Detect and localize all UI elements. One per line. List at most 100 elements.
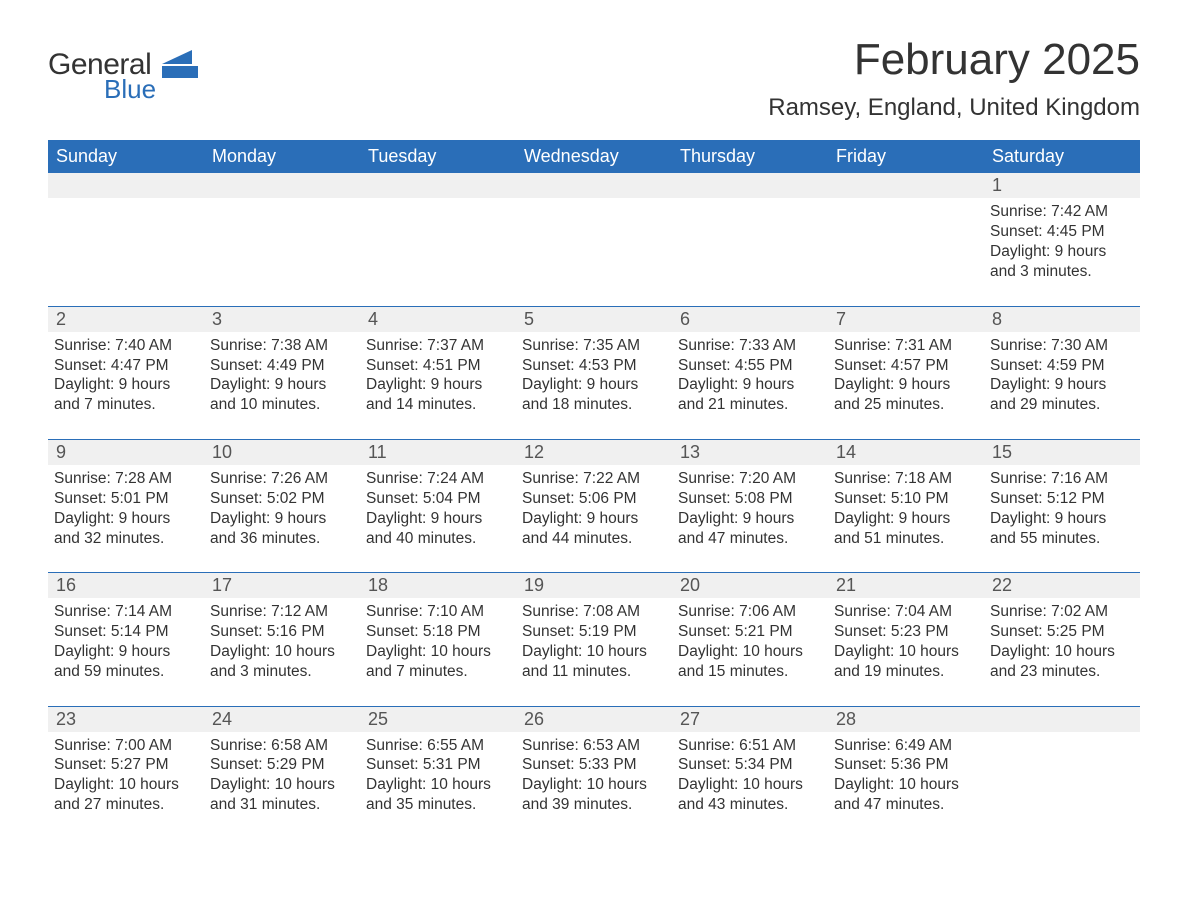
day-sunrise: Sunrise: 7:26 AM <box>210 469 346 489</box>
day-number: 26 <box>516 707 672 732</box>
day-sunset: Sunset: 5:16 PM <box>210 622 346 642</box>
weekday-thursday: Thursday <box>672 140 828 173</box>
day-number: 17 <box>204 573 360 598</box>
day-detail: Sunrise: 6:53 AMSunset: 5:33 PMDaylight:… <box>516 732 672 833</box>
day-d2: and 10 minutes. <box>210 395 346 415</box>
day-sunset: Sunset: 5:25 PM <box>990 622 1126 642</box>
day-number: 19 <box>516 573 672 598</box>
logo-text: General Blue <box>48 50 156 102</box>
day-d2: and 14 minutes. <box>366 395 502 415</box>
day-detail: Sunrise: 7:20 AMSunset: 5:08 PMDaylight:… <box>672 465 828 566</box>
day-sunset: Sunset: 5:34 PM <box>678 755 814 775</box>
day-sunset: Sunset: 5:29 PM <box>210 755 346 775</box>
day-sunset: Sunset: 5:31 PM <box>366 755 502 775</box>
day-number <box>672 173 828 198</box>
day-sunrise: Sunrise: 7:16 AM <box>990 469 1126 489</box>
day-sunset: Sunset: 4:45 PM <box>990 222 1126 242</box>
day-sunset: Sunset: 5:19 PM <box>522 622 658 642</box>
day-sunset: Sunset: 5:27 PM <box>54 755 190 775</box>
weekday-header: Sunday Monday Tuesday Wednesday Thursday… <box>48 140 1140 173</box>
day-detail: Sunrise: 7:16 AMSunset: 5:12 PMDaylight:… <box>984 465 1140 566</box>
day-detail: Sunrise: 7:22 AMSunset: 5:06 PMDaylight:… <box>516 465 672 566</box>
day-number: 6 <box>672 307 828 332</box>
day-number <box>516 173 672 198</box>
day-detail: Sunrise: 7:14 AMSunset: 5:14 PMDaylight:… <box>48 598 204 699</box>
day-sunset: Sunset: 4:47 PM <box>54 356 190 376</box>
day-detail: Sunrise: 7:10 AMSunset: 5:18 PMDaylight:… <box>360 598 516 699</box>
day-d2: and 51 minutes. <box>834 529 970 549</box>
day-sunset: Sunset: 4:49 PM <box>210 356 346 376</box>
day-number: 10 <box>204 440 360 465</box>
day-number: 16 <box>48 573 204 598</box>
day-detail: Sunrise: 7:33 AMSunset: 4:55 PMDaylight:… <box>672 332 828 433</box>
day-number: 8 <box>984 307 1140 332</box>
day-detail: Sunrise: 7:31 AMSunset: 4:57 PMDaylight:… <box>828 332 984 433</box>
day-number: 21 <box>828 573 984 598</box>
daynum-row: 232425262728 <box>48 706 1140 732</box>
day-number <box>48 173 204 198</box>
day-detail: Sunrise: 7:37 AMSunset: 4:51 PMDaylight:… <box>360 332 516 433</box>
day-d2: and 3 minutes. <box>210 662 346 682</box>
day-sunset: Sunset: 5:06 PM <box>522 489 658 509</box>
day-number: 27 <box>672 707 828 732</box>
page-title: February 2025 <box>768 36 1140 84</box>
day-sunrise: Sunrise: 7:24 AM <box>366 469 502 489</box>
day-d2: and 7 minutes. <box>54 395 190 415</box>
day-sunrise: Sunrise: 7:30 AM <box>990 336 1126 356</box>
weekday-wednesday: Wednesday <box>516 140 672 173</box>
day-number: 11 <box>360 440 516 465</box>
day-sunset: Sunset: 5:12 PM <box>990 489 1126 509</box>
day-d1: Daylight: 10 hours <box>522 775 658 795</box>
day-detail: Sunrise: 7:00 AMSunset: 5:27 PMDaylight:… <box>48 732 204 833</box>
day-sunrise: Sunrise: 7:33 AM <box>678 336 814 356</box>
day-detail <box>672 198 828 299</box>
day-detail: Sunrise: 6:58 AMSunset: 5:29 PMDaylight:… <box>204 732 360 833</box>
day-sunrise: Sunrise: 7:31 AM <box>834 336 970 356</box>
day-number: 28 <box>828 707 984 732</box>
day-number: 18 <box>360 573 516 598</box>
day-detail: Sunrise: 7:38 AMSunset: 4:49 PMDaylight:… <box>204 332 360 433</box>
day-d2: and 55 minutes. <box>990 529 1126 549</box>
day-number: 5 <box>516 307 672 332</box>
day-sunrise: Sunrise: 6:51 AM <box>678 736 814 756</box>
day-number <box>360 173 516 198</box>
day-number: 25 <box>360 707 516 732</box>
day-d1: Daylight: 9 hours <box>54 642 190 662</box>
day-detail: Sunrise: 7:08 AMSunset: 5:19 PMDaylight:… <box>516 598 672 699</box>
day-detail: Sunrise: 7:02 AMSunset: 5:25 PMDaylight:… <box>984 598 1140 699</box>
day-number: 3 <box>204 307 360 332</box>
day-detail: Sunrise: 6:51 AMSunset: 5:34 PMDaylight:… <box>672 732 828 833</box>
day-sunset: Sunset: 5:14 PM <box>54 622 190 642</box>
day-sunrise: Sunrise: 7:02 AM <box>990 602 1126 622</box>
day-sunset: Sunset: 5:04 PM <box>366 489 502 509</box>
day-number: 22 <box>984 573 1140 598</box>
day-detail: Sunrise: 7:30 AMSunset: 4:59 PMDaylight:… <box>984 332 1140 433</box>
weekday-friday: Friday <box>828 140 984 173</box>
day-d1: Daylight: 9 hours <box>522 375 658 395</box>
day-number: 23 <box>48 707 204 732</box>
day-d2: and 36 minutes. <box>210 529 346 549</box>
daynum-row: 1 <box>48 173 1140 198</box>
day-d1: Daylight: 10 hours <box>678 775 814 795</box>
day-d2: and 27 minutes. <box>54 795 190 815</box>
day-sunset: Sunset: 4:57 PM <box>834 356 970 376</box>
day-detail <box>204 198 360 299</box>
day-d1: Daylight: 10 hours <box>366 642 502 662</box>
day-sunrise: Sunrise: 6:49 AM <box>834 736 970 756</box>
day-d2: and 47 minutes. <box>834 795 970 815</box>
day-sunset: Sunset: 4:55 PM <box>678 356 814 376</box>
day-detail: Sunrise: 7:35 AMSunset: 4:53 PMDaylight:… <box>516 332 672 433</box>
day-d2: and 3 minutes. <box>990 262 1126 282</box>
day-d1: Daylight: 10 hours <box>990 642 1126 662</box>
day-d1: Daylight: 9 hours <box>366 509 502 529</box>
daynum-row: 2345678 <box>48 306 1140 332</box>
day-sunrise: Sunrise: 7:08 AM <box>522 602 658 622</box>
day-d2: and 23 minutes. <box>990 662 1126 682</box>
day-number: 24 <box>204 707 360 732</box>
weekday-saturday: Saturday <box>984 140 1140 173</box>
day-detail: Sunrise: 7:42 AMSunset: 4:45 PMDaylight:… <box>984 198 1140 299</box>
day-sunrise: Sunrise: 7:00 AM <box>54 736 190 756</box>
weekday-tuesday: Tuesday <box>360 140 516 173</box>
day-detail <box>516 198 672 299</box>
day-number <box>204 173 360 198</box>
